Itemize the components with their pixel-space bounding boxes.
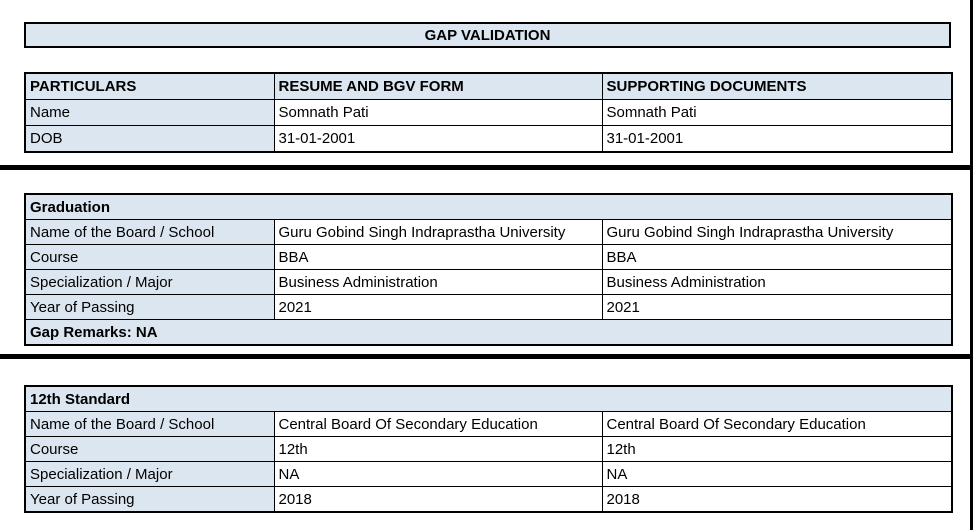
specialization-label-cell: Specialization / Major <box>24 461 275 487</box>
twelfth-section-title: 12th Standard <box>24 385 953 412</box>
graduation-row-specialization: Specialization / Major Business Administ… <box>24 269 953 295</box>
board-resume-value-cell: Central Board Of Secondary Education <box>273 411 603 437</box>
gap-remarks-cell: Gap Remarks: NA <box>24 319 953 346</box>
header-supporting-documents: SUPPORTING DOCUMENTS <box>601 72 953 100</box>
board-supporting-value-cell: Central Board Of Secondary Education <box>601 411 953 437</box>
dob-supporting-value-cell: 31-01-2001 <box>601 125 953 153</box>
page-boundary-line <box>970 0 973 530</box>
header-particulars: PARTICULARS <box>24 72 275 100</box>
identity-row-dob: DOB 31-01-2001 31-01-2001 <box>24 125 953 153</box>
graduation-row-board: Name of the Board / School Guru Gobind S… <box>24 219 953 245</box>
graduation-row-year: Year of Passing 2021 2021 <box>24 294 953 320</box>
name-resume-value-cell: Somnath Pati <box>273 99 603 126</box>
identity-row-name: Name Somnath Pati Somnath Pati <box>24 99 953 126</box>
twelfth-row-board: Name of the Board / School Central Board… <box>24 411 953 437</box>
board-supporting-value-cell: Guru Gobind Singh Indraprastha Universit… <box>601 219 953 245</box>
graduation-table: Graduation Name of the Board / School Gu… <box>24 193 953 346</box>
graduation-title-row: Graduation <box>24 193 953 220</box>
specialization-supporting-value-cell: NA <box>601 461 953 487</box>
twelfth-standard-table: 12th Standard Name of the Board / School… <box>24 385 953 513</box>
section-divider <box>0 165 973 170</box>
specialization-resume-value-cell: Business Administration <box>273 269 603 295</box>
identity-table: PARTICULARS RESUME AND BGV FORM SUPPORTI… <box>24 72 953 153</box>
section-divider <box>0 354 973 359</box>
year-resume-value-cell: 2018 <box>273 486 603 513</box>
course-label-cell: Course <box>24 244 275 270</box>
specialization-resume-value-cell: NA <box>273 461 603 487</box>
course-resume-value-cell: 12th <box>273 436 603 462</box>
board-resume-value-cell: Guru Gobind Singh Indraprastha Universit… <box>273 219 603 245</box>
year-label-cell: Year of Passing <box>24 486 275 513</box>
twelfth-title-row: 12th Standard <box>24 385 953 412</box>
name-label-cell: Name <box>24 99 275 126</box>
year-label-cell: Year of Passing <box>24 294 275 320</box>
course-label-cell: Course <box>24 436 275 462</box>
course-supporting-value-cell: BBA <box>601 244 953 270</box>
year-resume-value-cell: 2021 <box>273 294 603 320</box>
identity-header-row: PARTICULARS RESUME AND BGV FORM SUPPORTI… <box>24 72 953 100</box>
year-supporting-value-cell: 2018 <box>601 486 953 513</box>
dob-label-cell: DOB <box>24 125 275 153</box>
page-title: GAP VALIDATION <box>24 22 951 48</box>
specialization-label-cell: Specialization / Major <box>24 269 275 295</box>
graduation-row-course: Course BBA BBA <box>24 244 953 270</box>
graduation-gap-remarks-row: Gap Remarks: NA <box>24 319 953 346</box>
board-label-cell: Name of the Board / School <box>24 219 275 245</box>
course-resume-value-cell: BBA <box>273 244 603 270</box>
course-supporting-value-cell: 12th <box>601 436 953 462</box>
twelfth-row-year: Year of Passing 2018 2018 <box>24 486 953 513</box>
graduation-section-title: Graduation <box>24 193 953 220</box>
specialization-supporting-value-cell: Business Administration <box>601 269 953 295</box>
dob-resume-value-cell: 31-01-2001 <box>273 125 603 153</box>
twelfth-row-specialization: Specialization / Major NA NA <box>24 461 953 487</box>
year-supporting-value-cell: 2021 <box>601 294 953 320</box>
twelfth-row-course: Course 12th 12th <box>24 436 953 462</box>
board-label-cell: Name of the Board / School <box>24 411 275 437</box>
header-resume-bgv-form: RESUME AND BGV FORM <box>273 72 603 100</box>
name-supporting-value-cell: Somnath Pati <box>601 99 953 126</box>
